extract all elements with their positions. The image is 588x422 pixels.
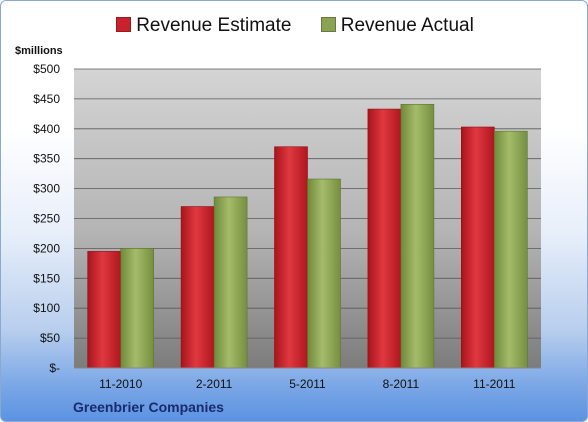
- y-tick-label: $100: [33, 301, 60, 315]
- x-tick-label: 8-2011: [383, 377, 420, 391]
- y-tick-label: $350: [33, 152, 60, 166]
- y-tick-label: $150: [33, 271, 60, 285]
- bar-revenue-actual: [493, 130, 528, 369]
- bar-revenue-actual: [120, 248, 154, 369]
- y-tick-label: $300: [33, 182, 60, 196]
- legend-item-actual: Revenue Actual: [320, 15, 474, 37]
- y-axis-ticks: $- $50 $100 $150 $200 $250 $300 $350 $400 $450 $50…: [33, 62, 60, 375]
- y-tick-label: $200: [33, 241, 60, 255]
- legend: Revenue Estimate Revenue Actual: [1, 15, 587, 37]
- y-tick-label: $250: [33, 212, 60, 226]
- legend-label-actual: Revenue Actual: [340, 15, 474, 36]
- y-tick-label: $-: [49, 361, 60, 375]
- x-tick-label: 11-2011: [473, 377, 516, 391]
- bar-revenue-estimate: [274, 146, 308, 369]
- y-tick-label: $400: [33, 122, 60, 136]
- y-tick-label: $450: [33, 92, 60, 106]
- company-name: Greenbrier Companies: [73, 399, 224, 415]
- bar-revenue-actual: [213, 196, 248, 369]
- bars: [87, 103, 528, 369]
- legend-swatch-estimate: [116, 17, 132, 32]
- legend-item-estimate: Revenue Estimate: [116, 15, 291, 37]
- y-axis-units-label: $millions: [15, 45, 63, 57]
- legend-swatch-actual: [320, 17, 336, 32]
- bar-revenue-actual: [307, 178, 341, 369]
- x-tick-label: 5-2011: [289, 377, 326, 391]
- x-tick-label: 2-2011: [196, 377, 233, 391]
- bar-revenue-estimate: [367, 108, 402, 369]
- bar-revenue-estimate: [460, 126, 495, 369]
- y-tick-label: $500: [33, 62, 60, 76]
- legend-label-estimate: Revenue Estimate: [136, 15, 292, 36]
- bar-revenue-estimate: [87, 251, 121, 369]
- y-tick-label: $50: [40, 331, 60, 345]
- x-axis-ticks: 11-2010 2-2011 5-2011 8-2011 11-2011: [99, 377, 516, 391]
- bar-revenue-estimate: [180, 206, 215, 369]
- x-tick-label: 11-2010: [99, 377, 142, 391]
- bar-revenue-actual: [400, 103, 435, 369]
